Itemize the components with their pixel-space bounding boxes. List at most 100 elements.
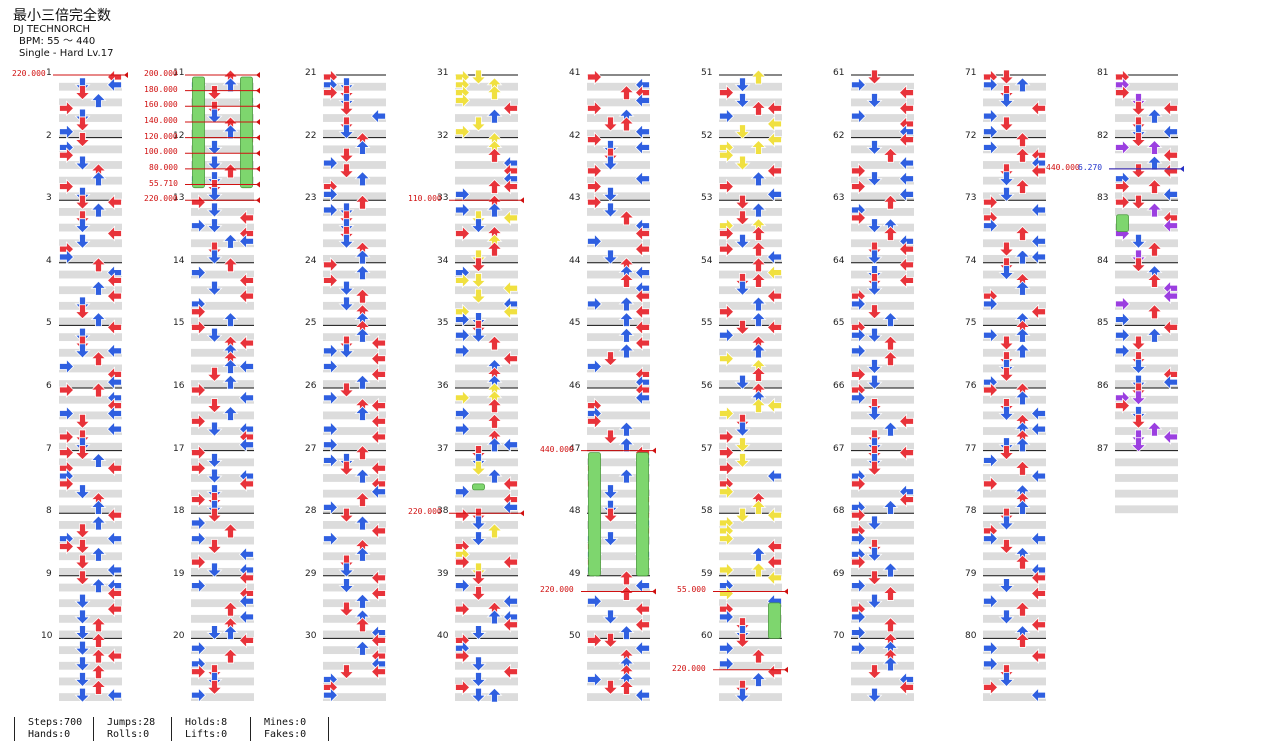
step-arrow (618, 468, 635, 484)
beat-band (1115, 208, 1178, 216)
beat-band (587, 239, 650, 248)
measure-number: 27 (305, 443, 317, 454)
step-arrow (998, 186, 1015, 202)
step-arrow (502, 593, 518, 610)
beat-band (851, 599, 914, 608)
step-arrow (106, 562, 122, 578)
step-arrow (1115, 194, 1131, 211)
measure-number: 6 (46, 381, 52, 391)
step-arrow (983, 640, 999, 657)
step-arrow (470, 210, 487, 226)
beat-band (983, 208, 1046, 216)
step-arrow (719, 585, 735, 602)
step-arrow (338, 507, 355, 523)
step-arrow (59, 100, 75, 117)
step-arrow (587, 632, 603, 649)
step-arrow (238, 475, 254, 492)
beat-band (323, 458, 386, 467)
beat-band (719, 427, 782, 435)
beat-band (1115, 411, 1178, 420)
step-arrow (602, 507, 619, 523)
beat-band (587, 458, 650, 467)
step-arrow (1014, 554, 1031, 570)
step-arrow (634, 170, 650, 187)
beat-band (1115, 505, 1178, 514)
step-arrow (370, 350, 386, 367)
beat-band (983, 599, 1046, 608)
step-arrow (206, 171, 223, 187)
step-arrow (338, 163, 355, 179)
step-arrow (354, 327, 371, 343)
beat-band (719, 693, 782, 701)
measure-number: 65 (833, 318, 845, 329)
measure-number: 19 (173, 568, 185, 579)
step-arrow (455, 202, 471, 218)
step-arrow (222, 601, 239, 617)
beat-band (719, 223, 782, 232)
measure-number: 70 (833, 631, 845, 642)
measure-number: 1 (46, 68, 52, 78)
step-arrow (238, 632, 254, 649)
step-arrow (1014, 178, 1031, 194)
step-arrow (59, 147, 75, 164)
step-arrow (866, 304, 883, 320)
step-arrow (90, 312, 107, 327)
step-arrow (238, 288, 254, 305)
step-arrow (354, 288, 371, 304)
step-arrow (998, 93, 1015, 109)
step-arrow (587, 593, 603, 610)
step-arrow (106, 272, 122, 289)
step-arrow (470, 116, 487, 132)
measure-block (191, 512, 254, 576)
step-arrow (370, 413, 386, 430)
beat-band (455, 614, 518, 623)
step-arrow (354, 640, 371, 656)
beat-band (191, 82, 254, 91)
step-arrow (59, 475, 75, 492)
stat-holds-lifts: Holds:8 Lifts:0 (171, 717, 227, 741)
step-arrow (602, 155, 619, 171)
step-arrow (502, 303, 518, 320)
step-arrow (338, 226, 355, 242)
beat-band (851, 474, 914, 482)
beat-band (983, 333, 1046, 342)
beat-band (455, 395, 518, 404)
step-arrow (898, 272, 914, 289)
beat-band (323, 567, 386, 576)
beat-band (455, 192, 518, 201)
beat-band (323, 364, 386, 373)
step-arrow (354, 374, 371, 390)
step-arrow (587, 233, 603, 250)
beat-band (455, 254, 518, 263)
beat-band (59, 630, 122, 639)
step-arrow (59, 123, 75, 140)
step-arrow (750, 69, 767, 85)
step-arrow (750, 202, 767, 218)
step-arrow (1146, 327, 1163, 343)
beat-band (323, 239, 386, 248)
measure-number: 50 (569, 631, 581, 642)
beat-band (1115, 348, 1178, 357)
step-arrow (898, 131, 914, 148)
step-arrow (998, 672, 1015, 688)
step-arrow (734, 319, 751, 335)
beat-band (455, 630, 518, 639)
step-arrow (766, 249, 782, 265)
beat-band (983, 317, 1046, 326)
step-arrow (587, 295, 603, 312)
step-arrow (719, 178, 735, 195)
measure-block (323, 450, 386, 514)
step-arrow (766, 100, 782, 117)
beat-band (323, 192, 386, 201)
beat-band (59, 442, 122, 451)
step-arrow (206, 672, 223, 688)
step-arrow (74, 194, 91, 210)
measure-block (59, 575, 122, 639)
beat-band (455, 317, 518, 326)
beat-band (587, 521, 650, 529)
beat-band (191, 599, 254, 608)
beat-band (1115, 458, 1178, 467)
step-arrow (1130, 413, 1147, 429)
bpm-change-label: 55.710 (149, 178, 178, 188)
step-arrow (1130, 194, 1147, 210)
